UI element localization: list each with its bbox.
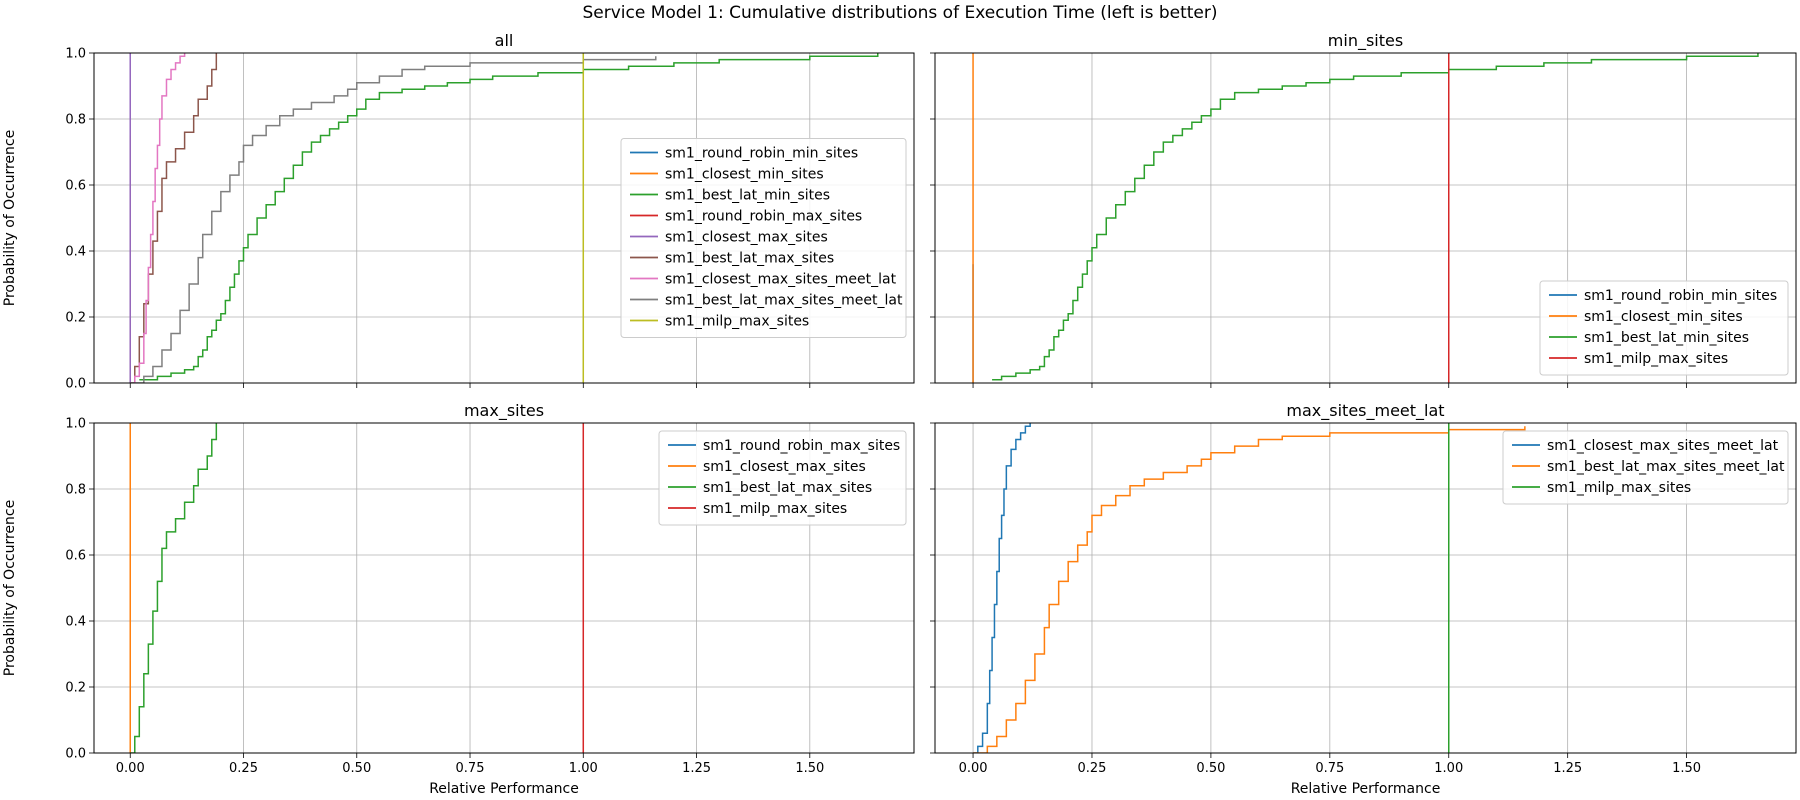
subplot-title: max_sites [464, 401, 544, 421]
legend-entry: sm1_best_lat_min_sites [1584, 330, 1749, 346]
legend-entry: sm1_best_lat_max_sites_meet_lat [665, 293, 903, 309]
x-tick-label: 1.00 [569, 761, 598, 776]
axes-frame [934, 52, 1797, 384]
x-tick-label: 0.50 [1196, 761, 1225, 776]
x-tick-label: 1.50 [795, 761, 824, 776]
y-tick-label: 0.0 [65, 747, 86, 762]
x-tick-label: 1.00 [1434, 761, 1463, 776]
y-tick-label: 0.2 [65, 681, 86, 696]
x-tick-label: 1.50 [1672, 761, 1701, 776]
series-line-7 [130, 56, 657, 383]
series-line-2 [130, 423, 218, 753]
x-tick-label: 1.25 [1553, 761, 1582, 776]
legend-entry: sm1_closest_max_sites_meet_lat [1547, 438, 1779, 454]
y-tick-label: 0.6 [65, 179, 86, 194]
legend-box [620, 138, 907, 338]
series-line-1 [973, 426, 1526, 753]
legend-entry: sm1_milp_max_sites [665, 314, 809, 330]
series-line-2 [139, 53, 879, 381]
legend-entry: sm1_closest_max_sites [665, 230, 828, 246]
x-tick-label: 0.00 [116, 761, 145, 776]
legend-entry: sm1_closest_max_sites [703, 459, 866, 475]
series-line-0 [973, 423, 1031, 753]
y-tick-label: 0.8 [65, 483, 86, 498]
y-tick-label: 0.0 [65, 377, 86, 392]
legend-entry: sm1_closest_min_sites [1584, 309, 1743, 325]
legend-entry: sm1_round_robin_max_sites [703, 438, 900, 454]
x-axis-label: Relative Performance [1291, 781, 1441, 797]
x-axis-label: Relative Performance [429, 781, 579, 797]
y-tick-label: 0.4 [65, 245, 86, 260]
subplot-1: min_sites sm1_round_robin_min_sites sm1_cl… [930, 31, 1797, 388]
y-tick-label: 1.0 [65, 417, 86, 432]
y-tick-label: 1.0 [65, 47, 86, 62]
axes-frame [93, 52, 915, 384]
legend-entry: sm1_milp_max_sites [1547, 480, 1691, 496]
axes-frame [934, 422, 1797, 754]
y-axis-label: Probability of Occurrence [2, 130, 18, 306]
x-tick-label: 0.00 [959, 761, 988, 776]
x-tick-label: 0.75 [1315, 761, 1344, 776]
series-line-6 [130, 53, 186, 383]
legend-entry: sm1_best_lat_min_sites [665, 188, 830, 204]
legend-entry: sm1_best_lat_max_sites_meet_lat [1547, 459, 1785, 475]
figure-suptitle: Service Model 1: Cumulative distribution… [582, 3, 1217, 23]
x-tick-label: 0.50 [342, 761, 371, 776]
subplot-2: 0.00 0.25 0.50 0.75 1.00 1.25 1.50 0.0 0.2 0.4 0.6… [2, 401, 915, 797]
legend: sm1_round_robin_min_sites sm1_closest_min… [1539, 280, 1789, 376]
legend-entry: sm1_milp_max_sites [703, 501, 847, 517]
subplot-title: max_sites_meet_lat [1286, 401, 1444, 421]
subplot-3: 0.00 0.25 0.50 0.75 1.00 1.25 1.50 max_sites_me… [930, 401, 1797, 797]
x-tick-label: 0.75 [456, 761, 485, 776]
subplot-title: all [495, 31, 514, 50]
subplot-title: min_sites [1328, 31, 1403, 51]
y-tick-label: 0.8 [65, 113, 86, 128]
y-tick-label: 0.4 [65, 615, 86, 630]
axes-frame [93, 422, 915, 754]
legend-entry: sm1_closest_min_sites [665, 167, 824, 183]
legend: sm1_round_robin_min_sites sm1_closest_min… [620, 138, 907, 338]
legend-entry: sm1_milp_max_sites [1584, 351, 1728, 367]
legend-box [1502, 430, 1789, 505]
subplot-0: 0.0 0.2 0.4 0.6 0.8 1.0 all Probability of Occu… [2, 31, 915, 392]
legend-entry: sm1_round_robin_max_sites [665, 209, 862, 225]
legend-entry: sm1_best_lat_max_sites [665, 251, 834, 267]
y-tick-label: 0.2 [65, 311, 86, 326]
legend: sm1_round_robin_max_sites sm1_closest_max… [658, 430, 907, 526]
y-tick-label: 0.6 [65, 549, 86, 564]
legend-entry: sm1_closest_max_sites_meet_lat [665, 272, 897, 288]
legend: sm1_closest_max_sites_meet_lat sm1_best_l… [1502, 430, 1789, 505]
legend-entry: sm1_round_robin_min_sites [1584, 288, 1777, 304]
x-tick-label: 0.25 [1078, 761, 1107, 776]
series-line-2 [992, 53, 1759, 381]
legend-entry: sm1_round_robin_min_sites [665, 146, 858, 162]
legend-box [1539, 280, 1789, 376]
y-axis-label: Probability of Occurrence [2, 500, 18, 676]
x-tick-label: 1.25 [682, 761, 711, 776]
legend-entry: sm1_best_lat_max_sites [703, 480, 872, 496]
x-tick-label: 0.25 [229, 761, 258, 776]
legend-box [658, 430, 907, 526]
